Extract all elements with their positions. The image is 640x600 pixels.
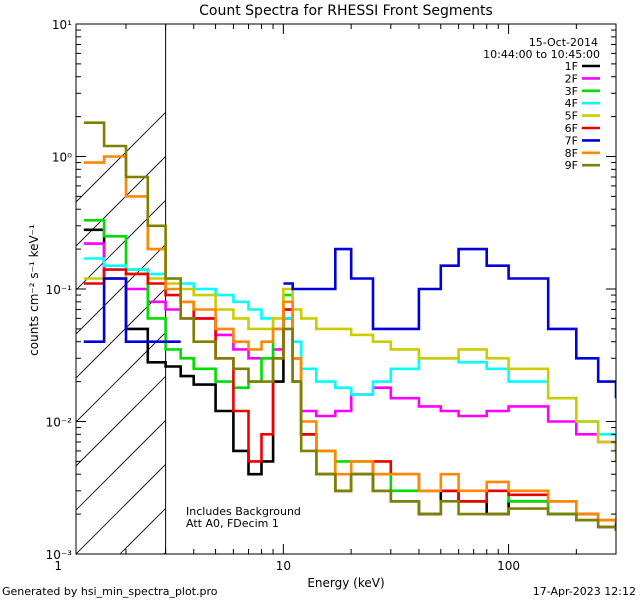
- y-tick-label: 10⁰: [52, 151, 72, 165]
- chart-title: Count Spectra for RHESSI Front Segments: [199, 3, 493, 19]
- series-line-9F: [83, 121, 616, 531]
- legend-label-9F: 9F: [565, 159, 578, 172]
- legend-label-3F: 3F: [565, 85, 578, 98]
- x-tick-label: 10: [276, 559, 291, 573]
- series-line-4F: [83, 257, 616, 442]
- legend-label-6F: 6F: [565, 122, 578, 135]
- legend-label-5F: 5F: [565, 110, 578, 123]
- series-line-7F: [83, 247, 616, 399]
- legend-label-8F: 8F: [565, 147, 578, 160]
- y-tick-label: 10¹: [52, 18, 72, 32]
- series-line-8F: [83, 155, 616, 524]
- date-label: 15-Oct-2014: [529, 36, 598, 49]
- y-tick-label: 10⁻¹: [46, 283, 73, 297]
- y-tick-label: 10⁻²: [46, 416, 73, 430]
- x-tick-label: 1: [54, 559, 62, 573]
- y-tick-label: 10⁻³: [46, 548, 73, 562]
- legend-label-1F: 1F: [565, 60, 578, 73]
- legend-label-2F: 2F: [565, 72, 578, 85]
- annotation-attenuator: Att A0, FDecim 1: [186, 517, 279, 530]
- legend-label-7F: 7F: [565, 134, 578, 147]
- y-axis-label: counts cm⁻² s⁻¹ keV⁻¹: [27, 224, 41, 356]
- legend-label-4F: 4F: [565, 97, 578, 110]
- annotation-background: Includes Background: [186, 505, 301, 518]
- time-range-label: 10:44:00 to 10:45:00: [483, 48, 600, 61]
- x-tick-label: 100: [497, 559, 520, 573]
- x-axis-label: Energy (keV): [307, 576, 384, 590]
- generator-footer: Generated by hsi_min_spectra_plot.pro: [2, 585, 218, 598]
- timestamp-footer: 17-Apr-2023 12:12: [533, 585, 636, 598]
